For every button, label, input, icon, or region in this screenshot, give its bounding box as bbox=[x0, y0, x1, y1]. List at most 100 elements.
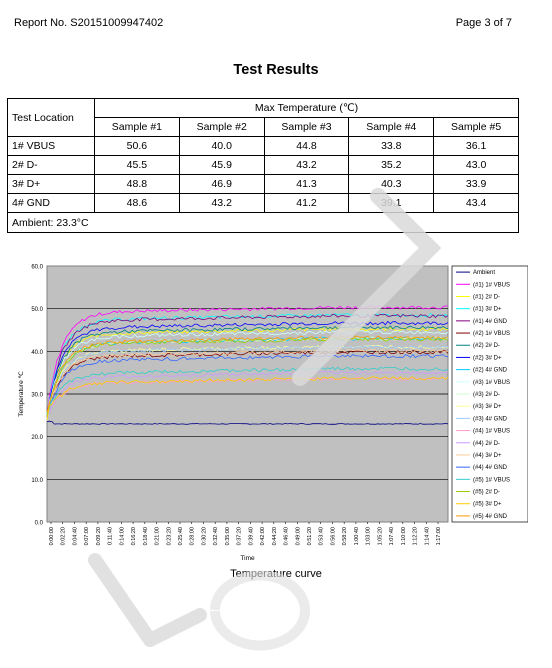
value-cell: 43.2 bbox=[178, 193, 265, 213]
legend-label: (#4) 3# D+ bbox=[473, 453, 502, 459]
x-tick-label: 0:35:00 bbox=[225, 527, 231, 545]
value-cell: 40.3 bbox=[348, 174, 435, 194]
x-tick-label: 0:02:20 bbox=[61, 527, 67, 545]
sample-header: Sample #5 bbox=[433, 117, 519, 137]
value-cell: 48.6 bbox=[94, 193, 180, 213]
x-tick-label: 0:49:00 bbox=[295, 527, 301, 545]
results-table: Test Location Max Temperature (℃) Sample… bbox=[7, 98, 519, 233]
x-tick-label: 1:05:20 bbox=[377, 527, 383, 545]
value-cell: 45.5 bbox=[94, 155, 180, 175]
legend-label: (#1) 4# GND bbox=[473, 319, 508, 325]
value-cell: 48.8 bbox=[94, 174, 180, 194]
chart-caption: Temperature curve bbox=[230, 568, 322, 580]
x-tick-label: 0:42:00 bbox=[260, 527, 266, 545]
x-tick-label: 0:00:00 bbox=[49, 527, 55, 545]
location-cell: 1# VBUS bbox=[7, 136, 95, 156]
value-cell: 41.3 bbox=[263, 174, 350, 194]
location-cell: 3# D+ bbox=[7, 174, 95, 194]
value-cell: 43.4 bbox=[433, 193, 519, 213]
max-temperature-header: Max Temperature (℃) bbox=[94, 98, 519, 118]
sample-header: Sample #1 bbox=[94, 117, 180, 137]
sample-header: Sample #2 bbox=[178, 117, 265, 137]
x-tick-label: 0:44:20 bbox=[272, 527, 278, 545]
ambient-note: Ambient: 23.3°C bbox=[7, 212, 519, 233]
x-tick-label: 1:14:40 bbox=[424, 527, 430, 545]
y-tick-label: 20.0 bbox=[31, 435, 43, 441]
legend-label: (#2) 1# VBUS bbox=[473, 331, 510, 337]
x-tick-label: 0:56:00 bbox=[330, 527, 336, 545]
x-tick-label: 0:58:20 bbox=[342, 527, 348, 545]
page-title: Test Results bbox=[233, 62, 319, 78]
ambient-row: Ambient: 23.3°C bbox=[7, 212, 519, 233]
sample-header: Sample #4 bbox=[348, 117, 435, 137]
x-tick-label: 0:18:40 bbox=[143, 527, 149, 545]
value-cell: 50.6 bbox=[94, 136, 180, 156]
value-cell: 45.9 bbox=[178, 155, 265, 175]
temperature-chart: 0.0 10.0 20.0 30.0 40.0 50.0 60.0 Temperature ℃… bbox=[14, 262, 529, 562]
x-tick-label: 0:39:40 bbox=[248, 527, 254, 545]
x-tick-label: 0:14:00 bbox=[119, 527, 125, 545]
value-cell: 40.0 bbox=[178, 136, 265, 156]
value-cell: 43.2 bbox=[263, 155, 350, 175]
x-tick-label: 1:00:40 bbox=[354, 527, 360, 545]
value-cell: 39.1 bbox=[348, 193, 435, 213]
legend-label: (#1) 1# VBUS bbox=[473, 282, 510, 288]
x-axis-label: Time bbox=[240, 555, 255, 562]
legend-label: (#4) 1# VBUS bbox=[473, 429, 510, 435]
series-line bbox=[47, 420, 449, 425]
x-tick-label: 0:11:40 bbox=[108, 527, 114, 545]
sample-header: Sample #3 bbox=[263, 117, 350, 137]
legend-label: (#1) 2# D- bbox=[473, 294, 500, 300]
x-tick-label: 1:10:00 bbox=[401, 527, 407, 545]
y-tick-label: 60.0 bbox=[31, 265, 43, 271]
value-cell: 43.0 bbox=[433, 155, 519, 175]
y-tick-label: 50.0 bbox=[31, 307, 43, 313]
x-tick-label: 0:04:40 bbox=[72, 527, 78, 545]
legend-label: (#2) 4# GND bbox=[473, 368, 508, 374]
x-tick-label: 0:16:20 bbox=[131, 527, 137, 545]
value-cell: 33.8 bbox=[348, 136, 435, 156]
legend-label: (#5) 3# D+ bbox=[473, 502, 502, 508]
x-tick-label: 0:07:00 bbox=[84, 527, 90, 545]
legend-label: (#2) 3# D+ bbox=[473, 355, 502, 361]
x-tick-label: 0:51:20 bbox=[307, 527, 313, 545]
legend-label: (#5) 2# D- bbox=[473, 490, 500, 496]
report-number: Report No. S20151009947402 bbox=[14, 17, 164, 29]
legend-label: (#1) 3# D+ bbox=[473, 307, 502, 313]
table-row: 3# D+ 48.8 46.9 41.3 40.3 33.9 bbox=[7, 174, 519, 194]
table-row: 1# VBUS 50.6 40.0 44.8 33.8 36.1 bbox=[7, 136, 519, 156]
x-tick-label: 0:23:20 bbox=[166, 527, 172, 545]
value-cell: 33.9 bbox=[433, 174, 519, 194]
x-tick-label: 0:37:20 bbox=[237, 527, 243, 545]
chart-svg: 0.0 10.0 20.0 30.0 40.0 50.0 60.0 Temperature ℃… bbox=[18, 265, 529, 562]
x-tick-label: 0:28:00 bbox=[190, 527, 196, 545]
x-tick-label: 1:12:20 bbox=[413, 527, 419, 545]
x-tick-label: 0:09:20 bbox=[96, 527, 102, 545]
table-row: 4# GND 48.6 43.2 41.2 39.1 43.4 bbox=[7, 193, 519, 213]
y-tick-label: 10.0 bbox=[31, 478, 43, 484]
x-tick-label: 0:53:40 bbox=[319, 527, 325, 545]
legend-label: (#5) 4# GND bbox=[473, 514, 508, 520]
legend-label: (#3) 1# VBUS bbox=[473, 380, 510, 386]
page-number: Page 3 of 7 bbox=[455, 17, 512, 29]
table-row: 2# D- 45.5 45.9 43.2 35.2 43.0 bbox=[7, 155, 519, 175]
legend-label: (#4) 4# GND bbox=[473, 465, 508, 471]
value-cell: 41.2 bbox=[263, 193, 350, 213]
y-axis-label: Temperature ℃ bbox=[18, 371, 25, 417]
location-cell: 2# D- bbox=[7, 155, 95, 175]
x-tick-label: 1:17:00 bbox=[436, 527, 442, 545]
x-tick-label: 0:21:00 bbox=[155, 527, 161, 545]
value-cell: 35.2 bbox=[348, 155, 435, 175]
legend-label: (#3) 4# GND bbox=[473, 416, 508, 422]
table-header-row: Test Location Max Temperature (℃) bbox=[7, 98, 519, 137]
legend-label: (#2) 2# D- bbox=[473, 343, 500, 349]
x-tick-label: 0:46:40 bbox=[284, 527, 290, 545]
legend-label: (#5) 1# VBUS bbox=[473, 477, 510, 483]
location-header: Test Location bbox=[7, 98, 95, 137]
value-cell: 46.9 bbox=[178, 174, 265, 194]
legend-label: (#4) 2# D- bbox=[473, 441, 500, 447]
x-tick-label: 1:07:40 bbox=[389, 527, 395, 545]
legend-label: (#3) 3# D+ bbox=[473, 404, 502, 410]
value-cell: 44.8 bbox=[263, 136, 350, 156]
x-tick-label: 0:25:40 bbox=[178, 527, 184, 545]
